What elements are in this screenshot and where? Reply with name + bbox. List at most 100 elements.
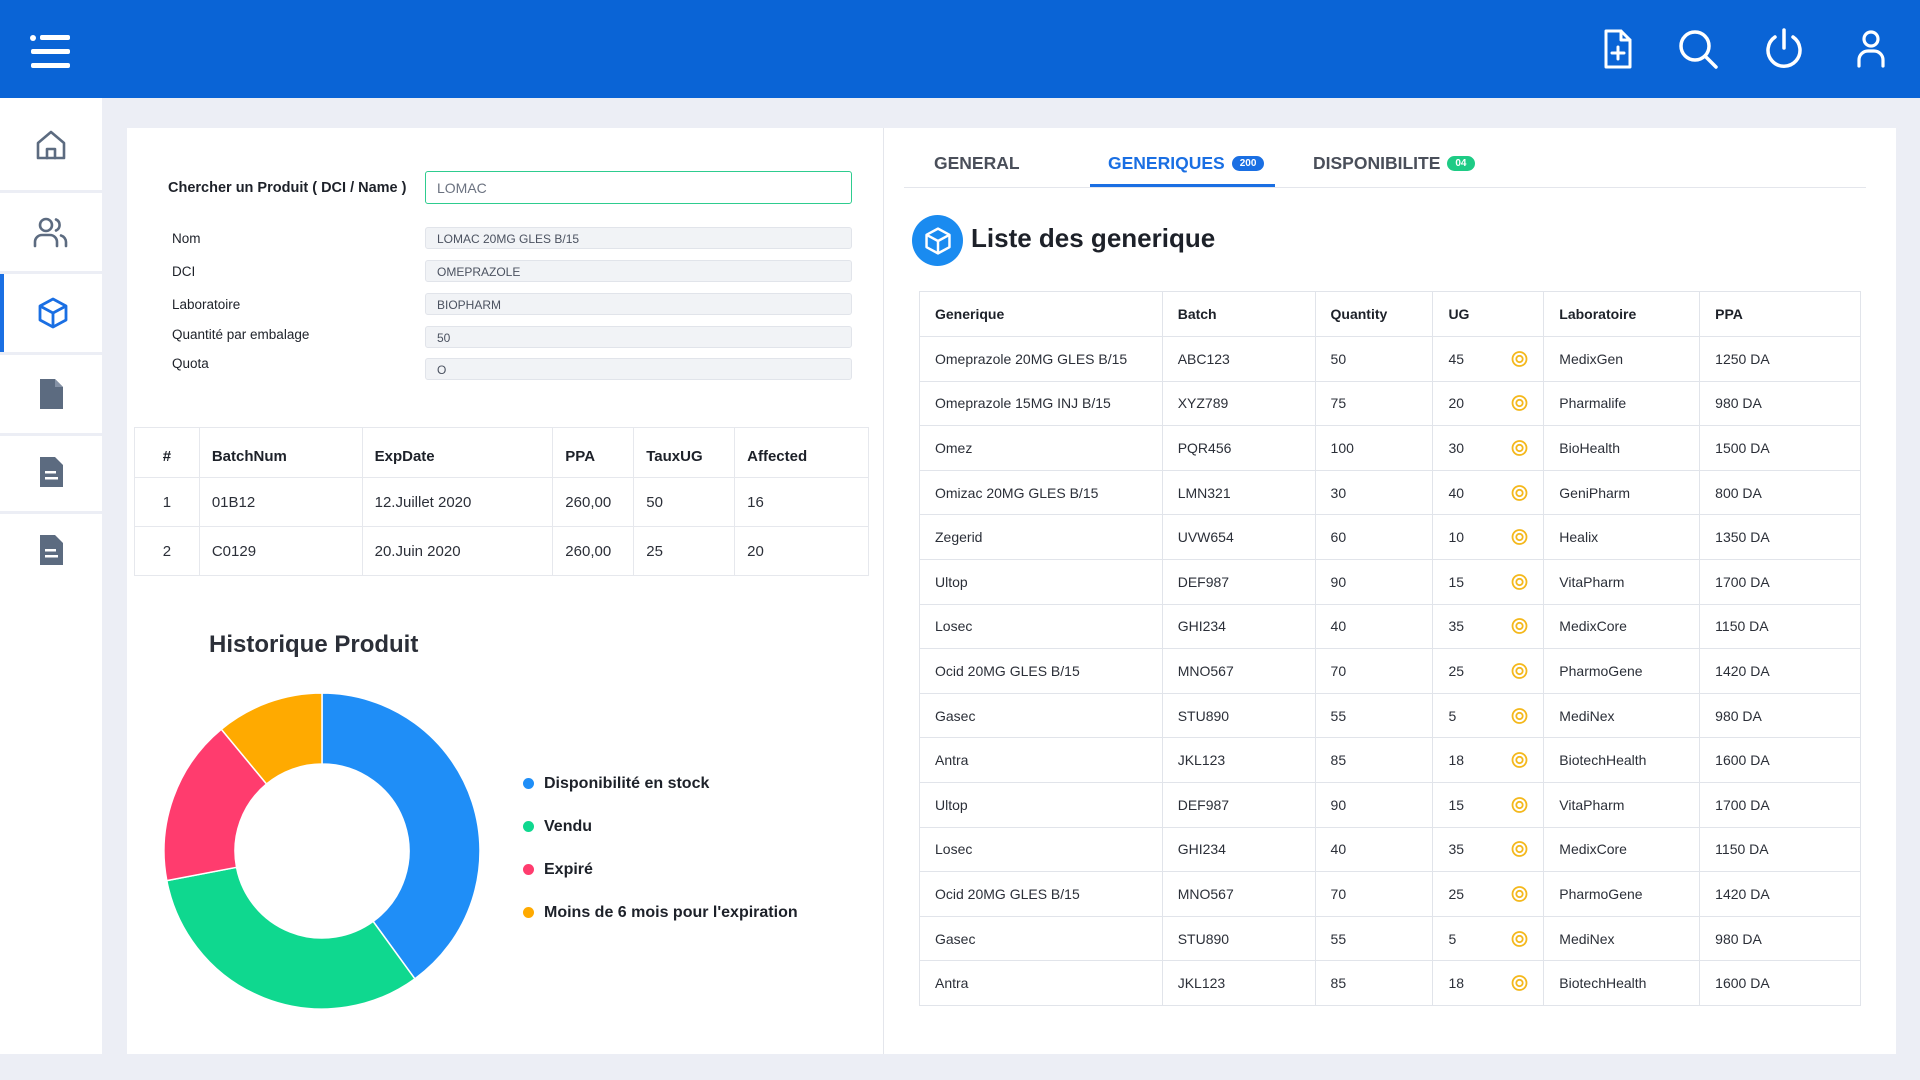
table-row[interactable]: Omeprazole 20MG GLES B/15 ABC123 50 45 Medix…: [919, 336, 1861, 382]
table-row[interactable]: 2 C0129 20.Juin 2020 260,00 25 20: [134, 526, 869, 576]
generics-cell: 55: [1314, 692, 1434, 739]
table-row[interactable]: 1 01B12 12.Juillet 2020 260,00 50 16: [134, 477, 869, 527]
table-row[interactable]: Omeprazole 15MG INJ B/15 XYZ789 75 20 Pharma…: [919, 380, 1861, 427]
ug-target-icon[interactable]: [1511, 930, 1528, 947]
generics-cell: VitaPharm: [1543, 781, 1701, 828]
generics-table-header: Generique Batch Quantity UG Laboratoire …: [919, 291, 1861, 337]
tab-disponibilite[interactable]: DISPONIBILITE 04: [1313, 153, 1475, 174]
batch-header-index: #: [134, 427, 200, 478]
sidebar-divider: [0, 190, 102, 193]
table-row[interactable]: Gasec STU890 55 5 MediNex 980 DA: [919, 915, 1861, 962]
ug-value: 15: [1448, 573, 1465, 590]
ug-value: 25: [1448, 662, 1465, 679]
sidebar-divider: [0, 433, 102, 436]
generics-cell: 1420 DA: [1699, 648, 1861, 694]
tab-label: GENERAL: [934, 153, 1020, 173]
table-row[interactable]: Zegerid UVW654 60 10 Healix 1350 DA: [919, 514, 1861, 560]
table-row[interactable]: Ocid 20MG GLES B/15 MNO567 70 25 PharmoGene 1…: [919, 648, 1861, 694]
ug-target-icon[interactable]: [1511, 796, 1528, 813]
sidebar-item-home[interactable]: [0, 106, 102, 184]
generics-cell: 15: [1432, 558, 1545, 605]
sidebar-item-reports[interactable]: [0, 433, 102, 511]
field-value-quantite: 50: [425, 326, 852, 348]
slice-vendu[interactable]: [165, 866, 416, 1010]
ug-target-icon[interactable]: [1511, 752, 1528, 769]
ug-target-icon[interactable]: [1511, 618, 1528, 635]
sidebar-item-users[interactable]: [0, 193, 102, 271]
user-icon[interactable]: [1848, 26, 1894, 72]
ug-value: 5: [1448, 707, 1457, 724]
ug-target-icon[interactable]: [1511, 529, 1528, 546]
generics-cell: 35: [1432, 603, 1545, 650]
tab-label: GENERIQUES: [1108, 153, 1225, 173]
generics-cell: 55: [1314, 915, 1434, 962]
ug-target-icon[interactable]: [1511, 975, 1528, 992]
table-row[interactable]: Ocid 20MG GLES B/15 MNO567 70 25 PharmoGene 1…: [919, 871, 1861, 917]
generics-cell: 100: [1314, 425, 1434, 471]
ug-target-icon[interactable]: [1511, 484, 1528, 501]
power-icon[interactable]: [1761, 26, 1807, 72]
generics-cell: 20: [1432, 380, 1545, 427]
table-row[interactable]: Omizac 20MG GLES B/15 LMN321 30 40 GeniPharm…: [919, 469, 1861, 516]
field-value-laboratoire: BIOPHARM: [425, 293, 852, 315]
count-badge: 04: [1447, 156, 1475, 171]
table-row[interactable]: Antra JKL123 85 18 BiotechHealth 1600 DA: [919, 960, 1861, 1006]
field-value-quota: O: [425, 358, 852, 380]
table-row[interactable]: Gasec STU890 55 5 MediNex 980 DA: [919, 692, 1861, 739]
generics-panel: GENERAL GENERIQUES 200 DISPONIBILITE 04 …: [884, 128, 1896, 1054]
table-row[interactable]: Ultop DEF987 90 15 VitaPharm 1700 DA: [919, 558, 1861, 605]
generics-header-quantity: Quantity: [1314, 291, 1434, 337]
sidebar-item-products[interactable]: [0, 274, 102, 352]
generics-cell: Pharmalife: [1543, 380, 1701, 427]
generics-cell: Healix: [1543, 514, 1701, 560]
generics-cell: MNO567: [1161, 871, 1316, 917]
ug-value: 10: [1448, 529, 1465, 546]
table-row[interactable]: Losec GHI234 40 35 MedixCore 1150 DA: [919, 826, 1861, 873]
search-icon[interactable]: [1675, 26, 1721, 72]
table-row[interactable]: Ultop DEF987 90 15 VitaPharm 1700 DA: [919, 781, 1861, 828]
slice-stock[interactable]: [321, 692, 481, 980]
ug-target-icon[interactable]: [1511, 841, 1528, 858]
generics-cell: ABC123: [1161, 336, 1316, 382]
batch-table: # BatchNum ExpDate PPA TauxUG Affected 1…: [134, 427, 869, 576]
ug-value: 35: [1448, 841, 1465, 858]
add-document-icon[interactable]: [1594, 26, 1640, 72]
home-icon: [36, 130, 66, 160]
batch-cell: 260,00: [552, 477, 635, 527]
legend-dot: [523, 864, 534, 875]
slice-expire[interactable]: [163, 728, 268, 882]
generics-cell: PharmoGene: [1543, 648, 1701, 694]
tab-general[interactable]: GENERAL: [934, 153, 1020, 174]
generics-cell: BiotechHealth: [1543, 737, 1701, 783]
ug-target-icon[interactable]: [1511, 662, 1528, 679]
ug-target-icon[interactable]: [1511, 350, 1528, 367]
batch-header-ppa: PPA: [552, 427, 635, 478]
table-row[interactable]: Omez PQR456 100 30 BioHealth 1500 DA: [919, 425, 1861, 471]
batch-cell: 12.Juillet 2020: [362, 477, 554, 527]
sidebar-item-reports-2[interactable]: [0, 511, 102, 589]
legend-dot: [523, 821, 534, 832]
generics-cell: 980 DA: [1699, 915, 1861, 962]
panel-divider: [883, 128, 884, 1054]
sidebar-item-documents[interactable]: [0, 355, 102, 433]
generics-cell: 45: [1432, 336, 1545, 382]
ug-target-icon[interactable]: [1511, 395, 1528, 412]
generics-cell: JKL123: [1161, 737, 1316, 783]
generics-cell: 40: [1314, 603, 1434, 650]
menu-icon[interactable]: [28, 32, 72, 72]
ug-target-icon[interactable]: [1511, 707, 1528, 724]
generics-cell: 18: [1432, 960, 1545, 1006]
ug-target-icon[interactable]: [1511, 885, 1528, 902]
batch-cell: 25: [633, 526, 736, 576]
batch-cell: 20: [734, 526, 869, 576]
search-input[interactable]: [425, 171, 852, 204]
tab-generiques[interactable]: GENERIQUES 200: [1108, 153, 1265, 174]
generics-cell: 85: [1314, 737, 1434, 783]
table-row[interactable]: Losec GHI234 40 35 MedixCore 1150 DA: [919, 603, 1861, 650]
table-row[interactable]: Antra JKL123 85 18 BiotechHealth 1600 DA: [919, 737, 1861, 783]
slice-expiring[interactable]: [220, 692, 323, 786]
ug-target-icon[interactable]: [1511, 439, 1528, 456]
ug-value: 20: [1448, 395, 1465, 412]
generics-cell: Omizac 20MG GLES B/15: [919, 469, 1163, 516]
ug-target-icon[interactable]: [1511, 573, 1528, 590]
